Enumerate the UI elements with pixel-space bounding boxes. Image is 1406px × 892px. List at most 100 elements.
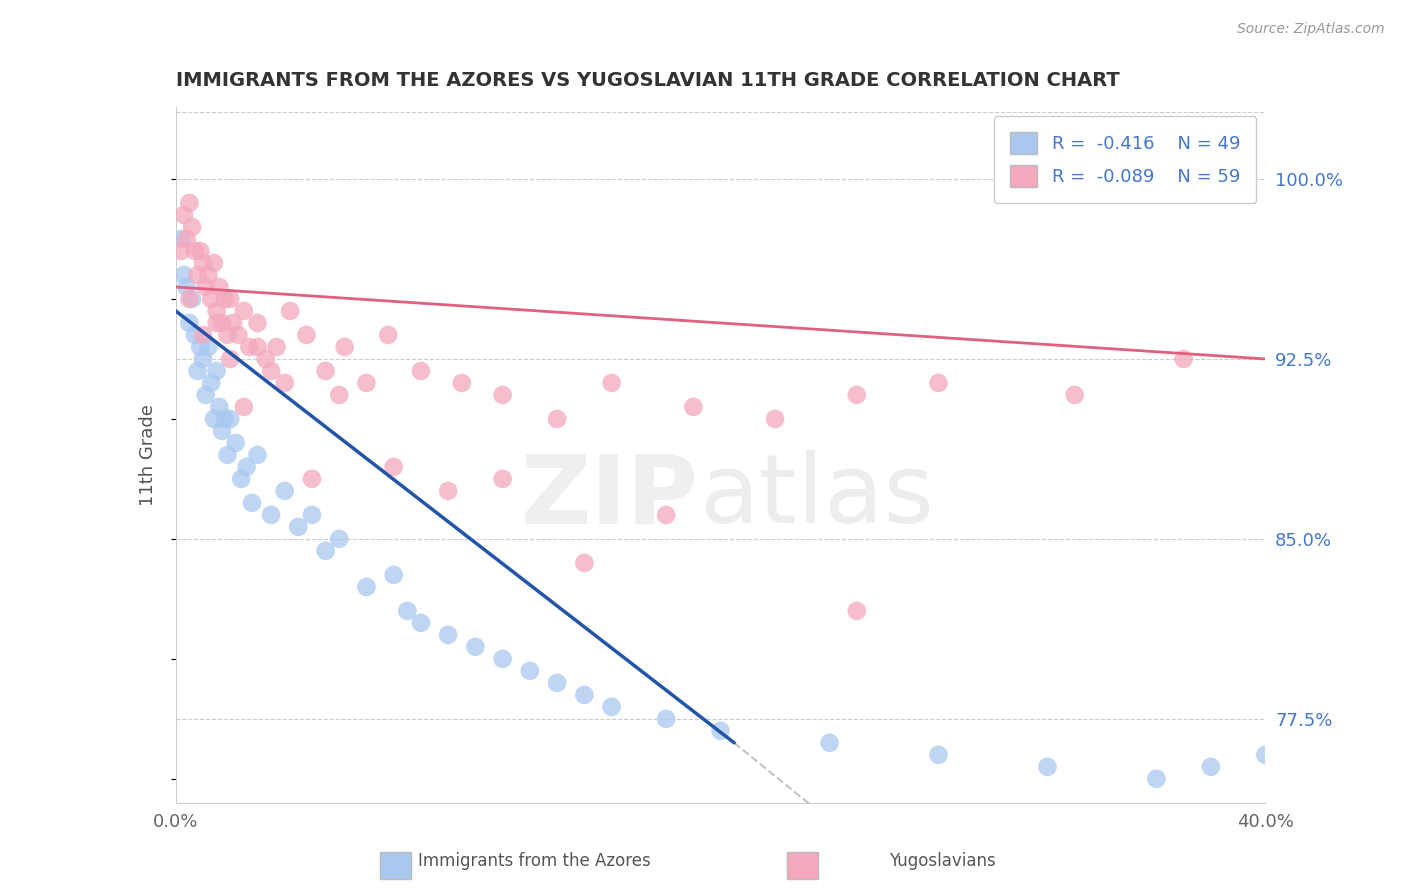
- Point: [238, 340, 260, 354]
- Point: [315, 364, 337, 378]
- Point: [194, 280, 217, 294]
- Point: [217, 448, 239, 462]
- Point: [170, 244, 193, 258]
- Point: [328, 388, 350, 402]
- Point: [377, 328, 399, 343]
- Point: [176, 232, 198, 246]
- Point: [222, 316, 245, 330]
- Point: [928, 747, 950, 762]
- Point: [170, 232, 193, 246]
- Point: [200, 292, 222, 306]
- Point: [219, 412, 242, 426]
- Point: [1146, 772, 1168, 786]
- Point: [260, 508, 283, 522]
- Point: [225, 436, 247, 450]
- Point: [382, 459, 405, 474]
- Point: [437, 628, 460, 642]
- Text: atlas: atlas: [699, 450, 934, 543]
- Point: [600, 699, 623, 714]
- Point: [450, 376, 472, 390]
- Point: [682, 400, 704, 414]
- Point: [254, 351, 277, 366]
- Point: [208, 400, 231, 414]
- Point: [845, 388, 868, 402]
- Point: [211, 424, 233, 438]
- Point: [928, 376, 950, 390]
- Point: [1254, 747, 1277, 762]
- Point: [219, 351, 242, 366]
- Point: [191, 328, 214, 343]
- Point: [287, 520, 309, 534]
- Y-axis label: 11th Grade: 11th Grade: [139, 404, 157, 506]
- Point: [197, 268, 219, 282]
- Point: [219, 292, 242, 306]
- Point: [217, 328, 239, 343]
- Point: [1063, 388, 1085, 402]
- Point: [278, 304, 301, 318]
- Legend: R =  -0.416    N = 49, R =  -0.089    N = 59: R = -0.416 N = 49, R = -0.089 N = 59: [994, 116, 1257, 203]
- Point: [205, 304, 228, 318]
- Point: [246, 448, 269, 462]
- Point: [519, 664, 541, 678]
- Point: [409, 364, 432, 378]
- Text: Immigrants from the Azores: Immigrants from the Azores: [418, 852, 651, 870]
- Point: [188, 244, 211, 258]
- Point: [274, 483, 297, 498]
- Point: [191, 256, 214, 270]
- Point: [240, 496, 263, 510]
- Point: [333, 340, 356, 354]
- Point: [315, 544, 337, 558]
- Point: [600, 376, 623, 390]
- Point: [214, 412, 236, 426]
- Point: [574, 688, 596, 702]
- Point: [179, 316, 201, 330]
- Point: [1036, 760, 1059, 774]
- Point: [274, 376, 297, 390]
- Text: IMMIGRANTS FROM THE AZORES VS YUGOSLAVIAN 11TH GRADE CORRELATION CHART: IMMIGRANTS FROM THE AZORES VS YUGOSLAVIA…: [176, 71, 1119, 90]
- Point: [356, 580, 378, 594]
- Point: [188, 340, 211, 354]
- Point: [818, 736, 841, 750]
- Text: Source: ZipAtlas.com: Source: ZipAtlas.com: [1237, 22, 1385, 37]
- Point: [186, 268, 209, 282]
- Point: [301, 472, 323, 486]
- Point: [396, 604, 419, 618]
- Point: [295, 328, 318, 343]
- Point: [205, 316, 228, 330]
- Point: [655, 508, 678, 522]
- Point: [235, 459, 257, 474]
- Point: [546, 676, 568, 690]
- Point: [173, 268, 195, 282]
- Point: [464, 640, 486, 654]
- Point: [184, 328, 207, 343]
- Point: [194, 388, 217, 402]
- Point: [1199, 760, 1222, 774]
- Point: [186, 364, 209, 378]
- Point: [492, 472, 515, 486]
- Point: [437, 483, 460, 498]
- Point: [205, 364, 228, 378]
- Point: [492, 388, 515, 402]
- Point: [763, 412, 786, 426]
- Point: [655, 712, 678, 726]
- Point: [173, 208, 195, 222]
- Point: [200, 376, 222, 390]
- Point: [181, 292, 204, 306]
- Point: [191, 351, 214, 366]
- Point: [409, 615, 432, 630]
- Point: [266, 340, 288, 354]
- Point: [492, 652, 515, 666]
- Point: [356, 376, 378, 390]
- Point: [845, 604, 868, 618]
- Point: [546, 412, 568, 426]
- Point: [181, 219, 204, 234]
- Point: [1173, 351, 1195, 366]
- Point: [179, 196, 201, 211]
- Point: [710, 723, 733, 738]
- Point: [301, 508, 323, 522]
- Point: [246, 340, 269, 354]
- Point: [197, 340, 219, 354]
- Point: [179, 292, 201, 306]
- Point: [260, 364, 283, 378]
- Point: [246, 316, 269, 330]
